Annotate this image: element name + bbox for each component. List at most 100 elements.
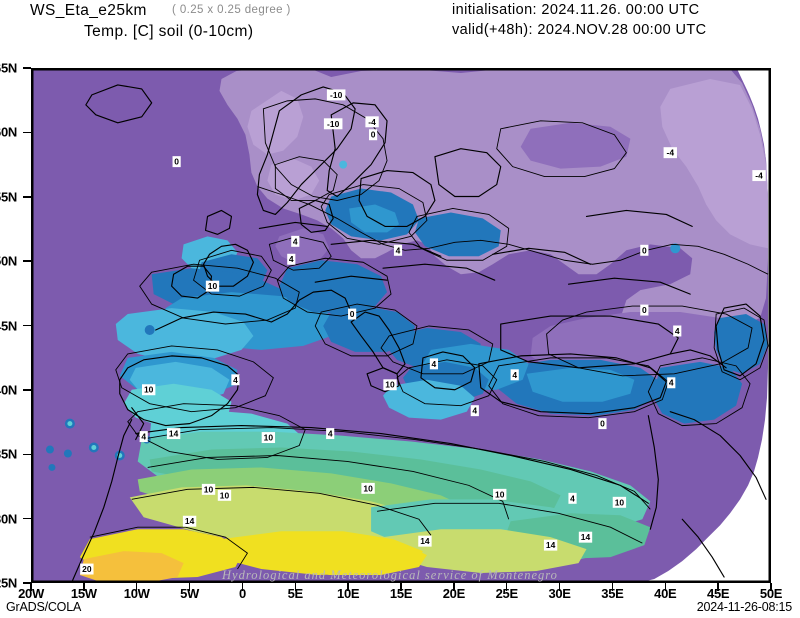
x-axis-label: 5E <box>287 586 304 601</box>
contour-label: 4 <box>233 375 238 385</box>
region-blue-centraleu <box>279 260 388 315</box>
x-axis-label: 35E <box>601 586 624 601</box>
contour-label-bg <box>80 563 94 575</box>
x-axis-tick <box>717 583 719 591</box>
contour-label: 0 <box>350 309 355 319</box>
valid-time: valid(+48h): 2024.NOV.28 00:00 UTC <box>452 22 707 38</box>
x-axis-label: 25E <box>495 586 519 601</box>
contour-label: 14 <box>185 516 195 526</box>
contour-label: 14 <box>546 540 556 550</box>
contour-label: -10 <box>327 119 340 129</box>
coastlines <box>71 84 767 582</box>
contour-label: 10 <box>615 497 625 507</box>
contour-label-bg <box>231 374 240 386</box>
y-axis-label: 30N <box>0 511 17 527</box>
model-name: WS_Eta_e25km <box>30 2 147 19</box>
x-axis-tick <box>400 583 402 591</box>
region-blue-turkeye <box>652 361 743 424</box>
x-axis-label: 20E <box>442 586 466 601</box>
contour-label-bg <box>612 496 627 508</box>
x-axis-label: 0 <box>238 586 246 601</box>
x-axis-tick <box>770 583 772 591</box>
contour-label: 4 <box>293 236 298 246</box>
contour-label-bg <box>598 418 607 430</box>
contour-label: 0 <box>642 305 647 315</box>
watermark-text: Hydrological and Meteorological service … <box>222 568 558 582</box>
run-timestamp: 2024-11-26-08:15 <box>696 600 792 614</box>
contour-label-bg <box>287 253 296 265</box>
contour-label: -4 <box>755 171 763 181</box>
contour-label: 10 <box>144 385 154 395</box>
contour-label: 10 <box>385 380 395 390</box>
contour-label-bg <box>172 156 181 168</box>
contour-labels: 0 -10 -10 -4 0 4 4 10 4 0 0 -4 -4 0 4 10 4 10 4 4 4 0 4 4 14 4 10 1… <box>80 89 766 575</box>
x-axis-tick <box>241 583 244 591</box>
contour-label: 4 <box>669 378 674 388</box>
y-axis-label: 45N <box>0 318 17 333</box>
contour-label: 14 <box>581 532 591 542</box>
y-axis-label: 55N <box>0 189 17 205</box>
contour-label: 0 <box>642 245 647 255</box>
contour-label-bg <box>368 129 378 141</box>
y-axis-tick <box>23 582 31 584</box>
y-axis-tick <box>23 389 31 391</box>
contour-label: 0 <box>174 157 179 167</box>
contour-label-bg <box>361 482 375 494</box>
x-axis-tick <box>611 583 614 591</box>
contour-label-bg <box>543 539 558 551</box>
x-axis-label: 30E <box>548 586 571 601</box>
contour-label-bg <box>166 428 181 440</box>
x-axis-label: 15E <box>389 586 413 601</box>
x-axis-label: 20W <box>18 586 44 601</box>
y-axis-tick <box>23 517 31 520</box>
contour-label-bg <box>383 379 397 391</box>
contour-label: -4 <box>368 117 376 127</box>
contour-label: 4 <box>141 432 146 442</box>
contour-label-bg <box>261 432 276 444</box>
y-axis-tick <box>23 324 31 327</box>
contour-label: 10 <box>220 490 230 500</box>
contour-label-bg <box>640 304 649 316</box>
y-axis-tick <box>23 453 31 455</box>
y-axis-label: 35N <box>0 446 17 462</box>
map-plot-area: 0 -10 -10 -4 0 4 4 10 4 0 0 -4 -4 0 4 10 4 10 4 4 4 0 4 4 14 4 10 1… <box>31 68 771 583</box>
contour-label-bg <box>493 488 507 500</box>
contour-label: 4 <box>472 406 477 416</box>
grads-attribution: GrADS/COLA <box>6 600 82 614</box>
soil-temperature-map: 0 -10 -10 -4 0 4 4 10 4 0 0 -4 -4 0 4 10 4 10 4 4 4 0 4 4 14 4 10 1… <box>32 69 770 582</box>
contour-label-bg <box>326 89 346 101</box>
x-axis-tick <box>294 583 297 591</box>
x-axis-tick <box>135 583 138 591</box>
y-axis-tick <box>23 260 31 262</box>
contour-label: 4 <box>396 245 401 255</box>
x-axis-label: 50E <box>759 586 783 601</box>
chart-header: WS_Eta_e25km ( 0.25 x 0.25 degree ) Temp… <box>0 0 800 46</box>
contour-label: 4 <box>570 493 575 503</box>
initialisation-time: initialisation: 2024.11.26. 00:00 UTC <box>452 2 700 18</box>
x-axis-label: 10E <box>337 586 360 601</box>
contour-label-bg <box>182 515 197 527</box>
region-yellow-libya-s <box>383 529 587 574</box>
x-axis-tick <box>30 583 32 591</box>
contour-label: 10 <box>495 489 505 499</box>
contour-label: 10 <box>363 483 373 493</box>
contour-label: 4 <box>512 370 517 380</box>
x-axis-tick <box>505 583 508 591</box>
y-axis-tick <box>23 131 31 134</box>
contour-label-bg <box>201 483 216 495</box>
y-axis-label: 65N <box>0 60 17 76</box>
x-axis-tick <box>83 583 85 591</box>
contour-label-bg <box>752 170 766 182</box>
region-cold-lightpurple <box>219 69 769 340</box>
contour-label-bg <box>393 244 403 256</box>
region-blue-caspian <box>714 314 769 374</box>
contour-label: -4 <box>667 148 675 158</box>
contour-label-bg <box>348 308 357 320</box>
y-axis-label: 60N <box>0 124 17 140</box>
contour-label-bg <box>217 489 232 501</box>
contour-label-bg <box>510 369 519 381</box>
contour-label-bg <box>673 325 682 337</box>
contour-label: 10 <box>264 433 274 443</box>
x-axis-label: 5W <box>180 586 200 601</box>
contour-label-bg <box>365 116 379 128</box>
